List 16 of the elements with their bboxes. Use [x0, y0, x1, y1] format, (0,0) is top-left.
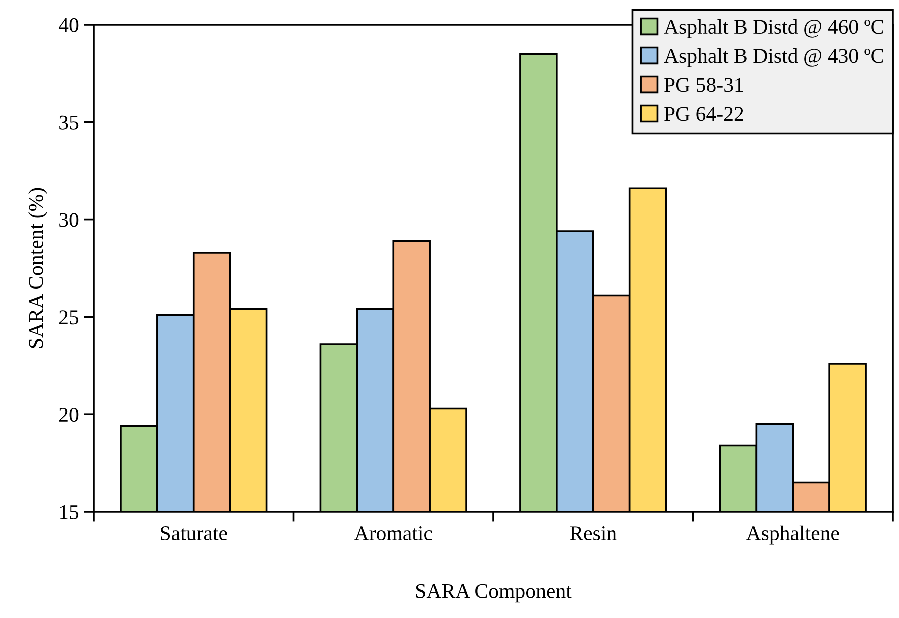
x-axis-title: SARA Component: [416, 584, 572, 603]
legend-label: Asphalt B Distd @ 460 ºC: [664, 19, 884, 38]
legend-label: PG 58-31: [664, 78, 744, 92]
y-tick-label: 15: [60, 505, 79, 520]
y-tick-label: 25: [60, 310, 79, 325]
y-tick-label: 30: [60, 213, 79, 228]
legend-label: PG 64-22: [664, 107, 744, 122]
y-tick-label: 40: [58, 18, 79, 32]
y-tick-label: 20: [60, 408, 79, 422]
x-tick-label: Saturate: [161, 526, 228, 541]
x-tick-label: Aromatic: [354, 526, 432, 541]
x-tick-label: Asphaltene: [746, 526, 840, 545]
y-tick-label: 35: [60, 116, 79, 130]
x-tick-label: Resin: [570, 526, 617, 541]
legend-label: Asphalt B Distd @ 430 ºC: [664, 48, 884, 68]
y-axis-title: SARA Content (%): [28, 188, 48, 348]
